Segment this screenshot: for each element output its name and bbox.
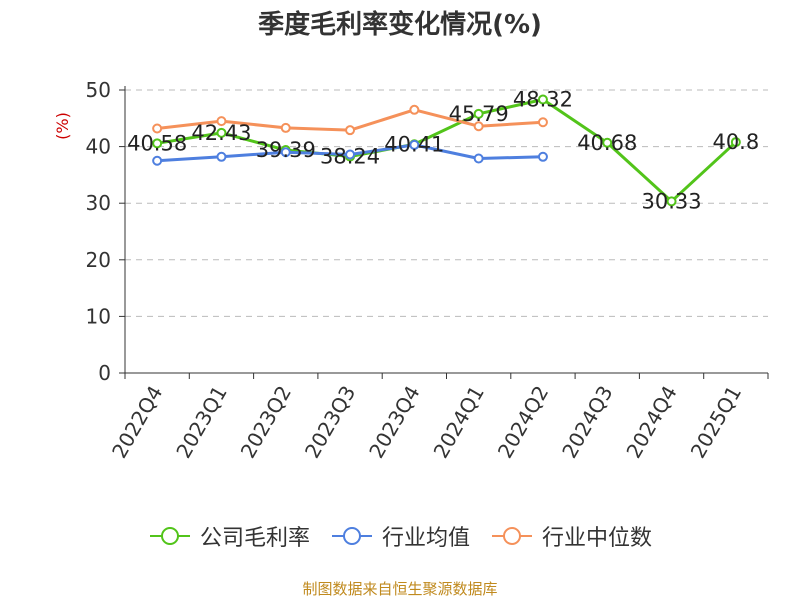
x-tick-label: 2023Q4 [364, 382, 424, 463]
data-point [216, 127, 227, 138]
y-tick-label: 20 [86, 248, 111, 272]
source-note: 制图数据来自恒生聚源数据库 [302, 580, 498, 598]
data-label: 38.24 [320, 145, 380, 169]
x-tick-label: 2023Q3 [300, 382, 360, 463]
data-label: 48.32 [513, 88, 573, 112]
data-point [280, 147, 291, 158]
grid-lines [125, 89, 768, 317]
legend-item-company[interactable]: 公司毛利率 [148, 520, 310, 552]
data-label: 39.39 [256, 138, 316, 162]
legend-marker-industry-median [492, 527, 532, 545]
data-point [473, 108, 484, 119]
x-tick-label: 2024Q3 [557, 382, 617, 463]
data-label: 42.43 [191, 121, 251, 145]
data-point [473, 153, 484, 164]
legend-label-company: 公司毛利率 [199, 526, 310, 551]
x-tick-label: 2025Q1 [686, 382, 746, 463]
y-tick-label: 30 [86, 191, 111, 215]
legend-item-industry-median[interactable]: 行业中位数 [490, 520, 652, 552]
data-label: 40.68 [577, 131, 637, 155]
data-point [537, 151, 548, 162]
legend-label-industry-median: 行业中位数 [542, 526, 653, 551]
data-point [409, 104, 420, 115]
chart-title: 季度毛利率变化情况(%) [258, 10, 542, 40]
x-tick-label: 2023Q2 [236, 382, 296, 463]
legend-marker-company [149, 527, 190, 545]
data-point [345, 125, 356, 136]
data-point [730, 137, 741, 148]
data-point [152, 138, 163, 149]
data-label: 40.8 [712, 130, 759, 154]
data-label: 40.58 [127, 131, 187, 155]
data-point [216, 116, 227, 127]
data-point [409, 139, 420, 150]
x-tick-label: 2024Q1 [429, 382, 489, 463]
legend-marker-industry-mean [331, 527, 372, 545]
data-point [152, 155, 163, 166]
data-point [216, 151, 227, 162]
data-point [345, 149, 356, 160]
y-tick-label: 0 [98, 361, 111, 385]
y-tick-label: 50 [86, 78, 111, 102]
data-point [602, 137, 613, 148]
series-lines [152, 94, 741, 207]
x-tick-label: 2024Q2 [493, 382, 553, 463]
data-label: 45.79 [449, 102, 509, 126]
data-point [280, 122, 291, 133]
x-tick-label: 2024Q4 [621, 382, 681, 463]
data-point [666, 196, 677, 207]
data-point [537, 117, 548, 128]
y-tick-label: 40 [86, 135, 111, 159]
y-tick-label: 10 [86, 304, 111, 328]
legend-label-industry-mean: 行业均值 [381, 526, 470, 551]
data-label: 40.41 [384, 132, 444, 156]
y-axis-label: (%) [53, 112, 72, 140]
data-point [537, 94, 548, 105]
data-label: 30.33 [641, 189, 701, 213]
series-line-company [156, 98, 737, 203]
x-tick-label: 2023Q1 [171, 382, 231, 463]
legend-item-industry-mean[interactable]: 行业均值 [330, 520, 470, 552]
legend: 公司毛利率 行业均值 行业中位数 [0, 520, 800, 552]
data-point [152, 123, 163, 134]
x-tick-label: 2022Q4 [107, 382, 167, 463]
data-point [473, 121, 484, 132]
